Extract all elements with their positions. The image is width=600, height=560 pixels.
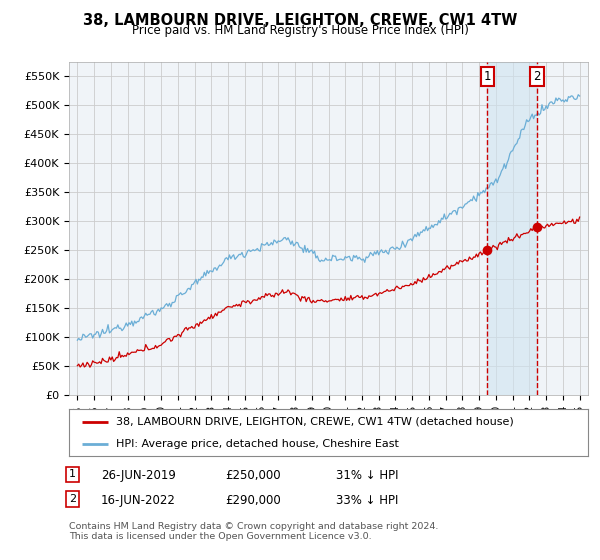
Text: 33% ↓ HPI: 33% ↓ HPI (336, 494, 398, 507)
Bar (487, 62, 537, 395)
Text: 31% ↓ HPI: 31% ↓ HPI (336, 469, 398, 482)
Text: £250,000: £250,000 (225, 469, 281, 482)
Text: £290,000: £290,000 (225, 494, 281, 507)
Text: HPI: Average price, detached house, Cheshire East: HPI: Average price, detached house, Ches… (116, 438, 398, 449)
Text: 1: 1 (69, 469, 76, 479)
Text: Price paid vs. HM Land Registry's House Price Index (HPI): Price paid vs. HM Land Registry's House … (131, 24, 469, 37)
Text: 38, LAMBOURN DRIVE, LEIGHTON, CREWE, CW1 4TW: 38, LAMBOURN DRIVE, LEIGHTON, CREWE, CW1… (83, 13, 517, 28)
Text: 16-JUN-2022: 16-JUN-2022 (101, 494, 176, 507)
Text: 38, LAMBOURN DRIVE, LEIGHTON, CREWE, CW1 4TW (detached house): 38, LAMBOURN DRIVE, LEIGHTON, CREWE, CW1… (116, 417, 514, 427)
Text: 2: 2 (69, 494, 76, 504)
Text: 26-JUN-2019: 26-JUN-2019 (101, 469, 176, 482)
Text: 1: 1 (484, 70, 491, 83)
Text: Contains HM Land Registry data © Crown copyright and database right 2024.
This d: Contains HM Land Registry data © Crown c… (69, 522, 439, 542)
Text: 2: 2 (533, 70, 541, 83)
